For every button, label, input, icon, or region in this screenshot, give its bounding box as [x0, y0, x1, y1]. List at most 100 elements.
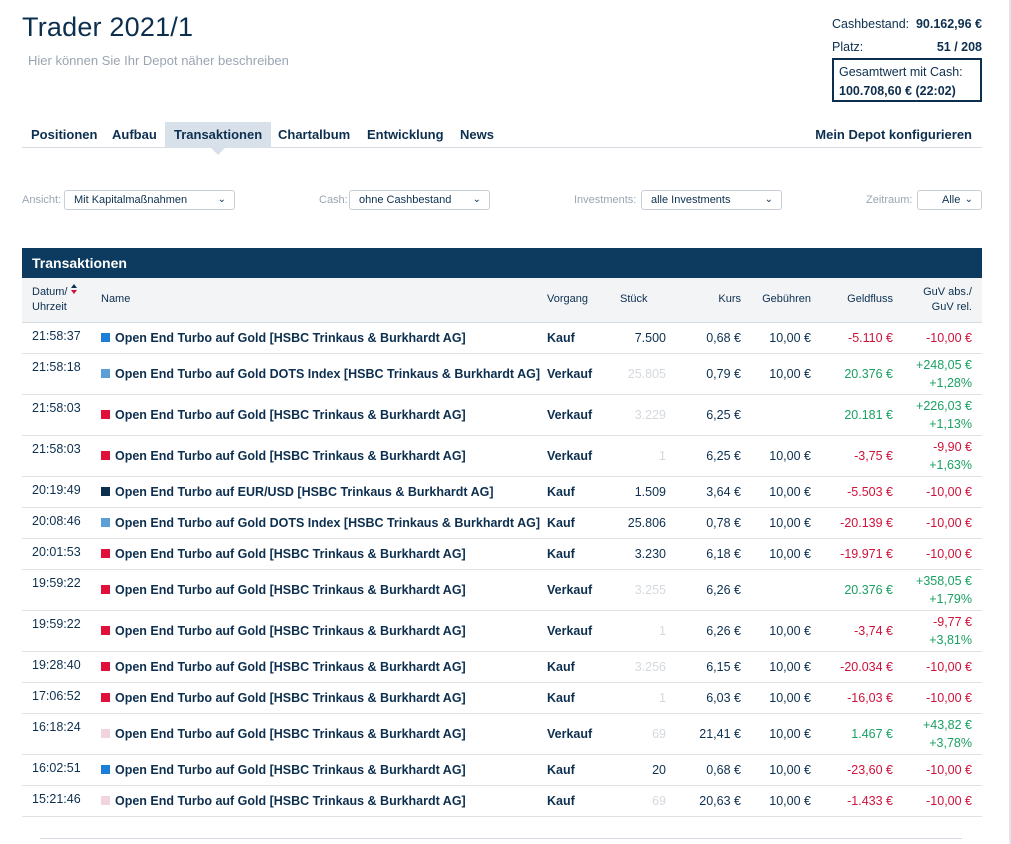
instrument-link[interactable]: Open End Turbo auf Gold [HSBC Trinkaus &… [115, 794, 466, 808]
row-guv-rel: +3,78% [929, 736, 972, 750]
row-kurs: 0,79 € [672, 353, 745, 395]
zeitraum-select[interactable]: Alle ⌄ [917, 190, 982, 210]
row-vorgang: Kauf [547, 507, 620, 539]
row-vorgang: Kauf [547, 476, 620, 508]
row-gebuehren: 10,00 € [745, 785, 815, 817]
instrument-link[interactable]: Open End Turbo auf Gold [HSBC Trinkaus &… [115, 449, 466, 463]
row-vorgang: Kauf [547, 785, 620, 817]
row-time: 17:06:52 [22, 682, 101, 714]
row-guv-abs: -10,00 € [926, 516, 972, 530]
instrument-color-icon [101, 796, 110, 805]
table-row[interactable]: 19:59:22 Open End Turbo auf Gold [HSBC Tr… [22, 569, 982, 611]
depot-description[interactable]: Hier können Sie Ihr Depot näher beschrei… [28, 53, 289, 68]
tab-news[interactable]: News [460, 127, 494, 142]
row-vorgang: Kauf [547, 322, 620, 354]
row-kurs: 0,68 € [672, 754, 745, 786]
tab-aufbau[interactable]: Aufbau [112, 127, 157, 142]
instrument-link[interactable]: Open End Turbo auf Gold DOTS Index [HSBC… [115, 367, 541, 381]
row-guv-abs: -9,90 € [933, 440, 972, 454]
col-guv-rel-label: GuV rel. [931, 300, 972, 313]
scrollbar-track[interactable] [1009, 0, 1011, 844]
table-row[interactable]: 21:58:03 Open End Turbo auf Gold [HSBC Tr… [22, 394, 982, 436]
row-vorgang: Kauf [547, 538, 620, 570]
rank-value[interactable]: 51 / 208 [936, 40, 982, 54]
instrument-link[interactable]: Open End Turbo auf Gold [HSBC Trinkaus &… [115, 691, 466, 705]
zeitraum-value: Alle [942, 194, 961, 206]
col-kurs-header[interactable]: Kurs [672, 278, 745, 323]
row-guv: -10,00 € [901, 538, 982, 570]
rank-row: Platz: 51 / 208 [832, 39, 982, 62]
table-row[interactable]: 21:58:03 Open End Turbo auf Gold [HSBC Tr… [22, 435, 982, 477]
row-guv-abs: -10,00 € [926, 331, 972, 345]
table-row[interactable]: 19:59:22 Open End Turbo auf Gold [HSBC Tr… [22, 610, 982, 652]
col-guv-header[interactable]: GuV abs./ GuV rel. [901, 278, 982, 323]
total-value-box: Gesamtwert mit Cash: 100.708,60 € (22:02… [832, 58, 982, 102]
instrument-link[interactable]: Open End Turbo auf Gold [HSBC Trinkaus &… [115, 763, 466, 777]
transactions-body: 21:58:37 Open End Turbo auf Gold [HSBC Tr… [22, 322, 982, 817]
tab-chartalbum[interactable]: Chartalbum [278, 127, 351, 142]
tab-transaktionen[interactable]: Transaktionen [165, 122, 272, 155]
row-stueck: 7.500 [620, 322, 672, 354]
instrument-link[interactable]: Open End Turbo auf Gold [HSBC Trinkaus &… [115, 547, 466, 561]
table-row[interactable]: 16:18:24 Open End Turbo auf Gold [HSBC Tr… [22, 713, 982, 755]
row-geldfluss: -5.503 € [815, 476, 901, 508]
ansicht-select[interactable]: Mit Kapitalmaßnahmen ⌄ [64, 190, 235, 210]
transactions-panel: Transaktionen Datum/ Uhrzeit Name [22, 248, 982, 817]
row-vorgang: Verkauf [547, 353, 620, 395]
investments-select[interactable]: alle Investments ⌄ [641, 190, 782, 210]
zeitraum-label: Zeitraum: [866, 194, 913, 206]
row-stueck: 3.255 [620, 569, 672, 611]
table-row[interactable]: 20:01:53 Open End Turbo auf Gold [HSBC Tr… [22, 538, 982, 570]
table-row[interactable]: 16:02:51 Open End Turbo auf Gold [HSBC Tr… [22, 754, 982, 786]
col-geldfluss-header[interactable]: Geldfluss [815, 278, 901, 323]
configure-depot-link[interactable]: Mein Depot konfigurieren [815, 127, 972, 142]
row-guv: -10,00 € [901, 754, 982, 786]
row-kurs: 6,18 € [672, 538, 745, 570]
table-row[interactable]: 20:08:46 Open End Turbo auf Gold DOTS Ind… [22, 507, 982, 539]
table-row[interactable]: 15:21:46 Open End Turbo auf Gold [HSBC Tr… [22, 785, 982, 817]
row-name-cell: Open End Turbo auf EUR/USD [HSBC Trinkau… [101, 476, 547, 508]
row-vorgang: Verkauf [547, 610, 620, 652]
instrument-link[interactable]: Open End Turbo auf Gold [HSBC Trinkaus &… [115, 331, 466, 345]
row-time: 21:58:18 [22, 353, 101, 395]
tab-positionen[interactable]: Positionen [31, 127, 98, 142]
instrument-link[interactable]: Open End Turbo auf Gold [HSBC Trinkaus &… [115, 660, 466, 674]
row-stueck: 1.509 [620, 476, 672, 508]
table-row[interactable]: 21:58:18 Open End Turbo auf Gold DOTS Ind… [22, 353, 982, 395]
instrument-color-icon [101, 662, 110, 671]
table-row[interactable]: 20:19:49 Open End Turbo auf EUR/USD [HSBC… [22, 476, 982, 508]
col-vorgang-header[interactable]: Vorgang [547, 278, 620, 323]
cash-filter-label: Cash: [319, 194, 348, 206]
row-name-cell: Open End Turbo auf Gold [HSBC Trinkaus &… [101, 651, 547, 683]
row-gebuehren: 10,00 € [745, 651, 815, 683]
cash-select[interactable]: ohne Cashbestand ⌄ [349, 190, 490, 210]
instrument-link[interactable]: Open End Turbo auf Gold [HSBC Trinkaus &… [115, 624, 466, 638]
instrument-link[interactable]: Open End Turbo auf Gold [HSBC Trinkaus &… [115, 727, 466, 741]
instrument-color-icon [101, 693, 110, 702]
cash-row: Cashbestand: 90.162,96 € [832, 16, 982, 39]
col-stueck-header[interactable]: Stück [620, 278, 672, 323]
instrument-link[interactable]: Open End Turbo auf Gold [HSBC Trinkaus &… [115, 583, 466, 597]
ansicht-value: Mit Kapitalmaßnahmen [74, 194, 188, 206]
table-row[interactable]: 17:06:52 Open End Turbo auf Gold [HSBC Tr… [22, 682, 982, 714]
row-stueck: 20 [620, 754, 672, 786]
row-guv: -9,90 € +1,63% [901, 435, 982, 477]
tab-entwicklung[interactable]: Entwicklung [367, 127, 444, 142]
row-guv: +358,05 € +1,79% [901, 569, 982, 611]
instrument-link[interactable]: Open End Turbo auf Gold DOTS Index [HSBC… [115, 516, 541, 530]
table-row[interactable]: 21:58:37 Open End Turbo auf Gold [HSBC Tr… [22, 322, 982, 354]
instrument-link[interactable]: Open End Turbo auf EUR/USD [HSBC Trinkau… [115, 485, 494, 499]
col-name-header[interactable]: Name [101, 278, 547, 323]
sort-icon[interactable] [71, 283, 79, 295]
instrument-color-icon [101, 333, 110, 342]
row-vorgang: Verkauf [547, 569, 620, 611]
col-guv-abs-label: GuV abs./ [923, 285, 972, 298]
instrument-link[interactable]: Open End Turbo auf Gold [HSBC Trinkaus &… [115, 408, 466, 422]
cash-label: Cashbestand: [832, 17, 910, 31]
table-row[interactable]: 19:28:40 Open End Turbo auf Gold [HSBC Tr… [22, 651, 982, 683]
row-time: 21:58:03 [22, 435, 101, 477]
instrument-color-icon [101, 729, 110, 738]
row-guv-abs: +248,05 € [916, 358, 972, 372]
col-datum-header[interactable]: Datum/ Uhrzeit [22, 278, 101, 323]
col-gebuehren-header[interactable]: Gebühren [745, 278, 815, 323]
